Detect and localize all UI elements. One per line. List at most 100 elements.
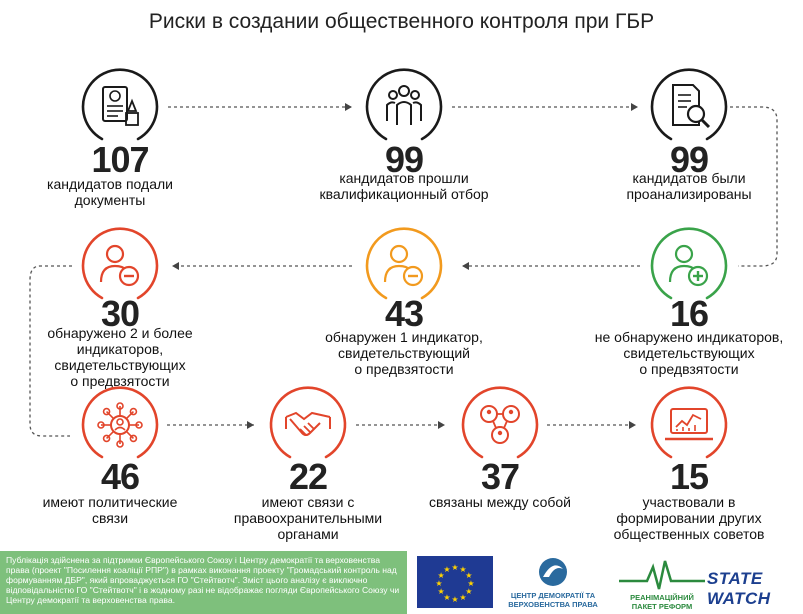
connected-people-icon bbox=[480, 405, 520, 444]
rpr-logo-text-2: ПАКЕТ РЕФОРМ bbox=[631, 602, 693, 611]
stat-ring bbox=[365, 227, 443, 300]
stat-node-1 bbox=[80, 67, 160, 147]
eu-star-icon: ★ bbox=[465, 587, 472, 596]
stat-label-line: свидетельствующий bbox=[338, 345, 470, 361]
stat-label-line: не обнаружено индикаторов, bbox=[594, 329, 784, 345]
eu-star-icon: ★ bbox=[438, 571, 445, 580]
stat-label-line: общественных советов bbox=[613, 526, 765, 542]
stat-label-line: кандидатов подали bbox=[47, 176, 173, 192]
stat-label-line: формировании других bbox=[616, 510, 762, 526]
eu-star-icon: ★ bbox=[443, 565, 450, 574]
eu-star-icon: ★ bbox=[459, 565, 466, 574]
partner-logos: ★ ★ ★ ★ ★ ★ ★ ★ ★ ★ ★ ★ ЦЕНТР ДЕМОКРАТІЇ ТА ВЕРХОВЕ… bbox=[407, 551, 803, 614]
people-group-icon bbox=[386, 85, 422, 125]
eu-star-icon: ★ bbox=[435, 579, 442, 588]
stat-node-3 bbox=[649, 67, 729, 147]
stat-label: кандидатов прошли квалификационный отбор bbox=[294, 170, 514, 202]
eu-flag-logo: ★ ★ ★ ★ ★ ★ ★ ★ ★ ★ ★ ★ bbox=[417, 556, 493, 608]
stat-label: имеют политические связи bbox=[0, 494, 220, 526]
stat-ring bbox=[269, 386, 347, 459]
stat-label: кандидатов подали документы bbox=[0, 176, 220, 208]
stat-number: 30 bbox=[100, 293, 140, 334]
handshake-icon bbox=[285, 411, 331, 436]
stat-label-line: правоохранительными bbox=[233, 510, 383, 526]
stat-label-line: документы bbox=[74, 192, 146, 208]
stat-label-line: связи bbox=[91, 510, 129, 526]
footer: Публікація здійснена за підтримки Європе… bbox=[0, 551, 803, 614]
stat-node-5 bbox=[364, 226, 444, 306]
stat-label: имеют связи с правоохранительными органами bbox=[198, 494, 418, 542]
stat-ring bbox=[650, 227, 728, 300]
stat-node-9 bbox=[460, 385, 540, 465]
stat-label-line: участвовали в bbox=[642, 494, 736, 510]
rpr-logo: РЕАНІМАЦІЙНИЙ ПАКЕТ РЕФОРМ bbox=[617, 555, 707, 611]
eu-star-icon: ★ bbox=[459, 593, 466, 602]
document-search-icon bbox=[672, 84, 711, 129]
connector-arrowhead bbox=[345, 103, 352, 111]
connector-arrowhead bbox=[247, 421, 254, 429]
stat-label-line: проанализированы bbox=[626, 186, 752, 202]
connector-arrowhead bbox=[629, 421, 636, 429]
stat-label-line: о предвзятости bbox=[354, 361, 454, 377]
eu-star-icon: ★ bbox=[443, 593, 450, 602]
stat-label-line: обнаружен 1 индикатор, bbox=[325, 329, 483, 345]
stat-number: 99 bbox=[384, 139, 424, 180]
eu-star-icon: ★ bbox=[451, 563, 458, 572]
stat-node-4 bbox=[80, 226, 160, 306]
stat-label-line: связаны между собой bbox=[429, 494, 571, 510]
stat-label: участвовали в формировании других обществе… bbox=[579, 494, 799, 542]
stat-node-10 bbox=[649, 385, 729, 465]
stat-label-line: о предвзятости bbox=[70, 373, 170, 389]
stat-number: 22 bbox=[288, 456, 328, 497]
stat-ring bbox=[81, 227, 159, 300]
stat-label-line: имеют связи с bbox=[261, 494, 355, 510]
stat-label-line: свидетельствующих bbox=[54, 357, 186, 373]
rpr-logo-text-1: РЕАНІМАЦІЙНИЙ bbox=[630, 593, 694, 602]
stat-label-line: о предвзятости bbox=[639, 361, 739, 377]
stat-label: не обнаружено индикаторов, свидетельствую… bbox=[579, 329, 799, 377]
eu-star-icon: ★ bbox=[467, 579, 474, 588]
stat-node-6 bbox=[649, 226, 729, 306]
stat-number: 15 bbox=[669, 456, 709, 497]
stat-label-line: свидетельствующих bbox=[623, 345, 755, 361]
stat-label: связаны между собой bbox=[390, 494, 610, 510]
stat-ring bbox=[365, 68, 443, 141]
stat-number: 16 bbox=[669, 293, 709, 334]
person-minus-icon bbox=[99, 244, 140, 287]
eu-star-icon: ★ bbox=[451, 595, 458, 604]
funding-note: Публікація здійснена за підтримки Європе… bbox=[0, 551, 407, 614]
stat-number: 107 bbox=[91, 139, 149, 180]
document-icon bbox=[102, 86, 139, 126]
page-title: Риски в создании общественного контроля … bbox=[148, 10, 655, 33]
stat-label-line: квалификационный отбор bbox=[319, 186, 489, 202]
stat-ring bbox=[650, 68, 728, 141]
stat-label-line: обнаружено 2 и более bbox=[47, 325, 193, 341]
stat-label: кандидатов были проанализированы bbox=[579, 170, 799, 202]
person-plus-icon bbox=[668, 244, 709, 287]
stat-label: обнаружено 2 и более индикаторов, свидетел… bbox=[10, 325, 230, 389]
stat-ring bbox=[650, 386, 728, 459]
stat-label-line: органами bbox=[277, 526, 339, 542]
stat-node-7 bbox=[80, 385, 160, 465]
stat-number: 99 bbox=[669, 139, 709, 180]
stat-label-line: имеют политические bbox=[42, 494, 178, 510]
stat-label-line: индикаторов, bbox=[76, 341, 164, 357]
eu-star-icon: ★ bbox=[465, 571, 472, 580]
connector-arrowhead bbox=[631, 103, 638, 111]
stat-number: 37 bbox=[480, 456, 520, 497]
stat-number: 43 bbox=[384, 293, 424, 334]
connector-arrowhead bbox=[172, 262, 179, 270]
stat-label-line: кандидатов прошли bbox=[339, 170, 469, 186]
stat-ring bbox=[461, 386, 539, 459]
stat-node-2 bbox=[364, 67, 444, 147]
laptop-chart-icon bbox=[665, 408, 713, 441]
stat-ring bbox=[81, 386, 159, 459]
connector-arrowhead bbox=[438, 421, 445, 429]
stat-label: обнаружен 1 индикатор, свидетельствующий о… bbox=[294, 329, 514, 377]
center-democracy-logo-text: ЦЕНТР ДЕМОКРАТІЇ ТА ВЕРХОВЕНСТВА ПРАВА bbox=[508, 591, 598, 609]
eu-star-icon: ★ bbox=[438, 587, 445, 596]
stat-label-line: кандидатов были bbox=[632, 170, 746, 186]
network-person-icon bbox=[97, 402, 143, 448]
stat-ring bbox=[81, 68, 159, 141]
